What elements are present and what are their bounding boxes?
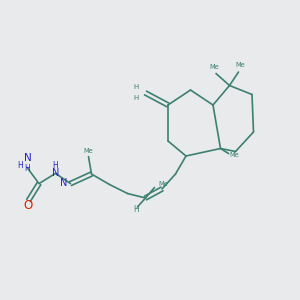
Text: N: N bbox=[24, 153, 32, 164]
Text: H: H bbox=[24, 164, 30, 173]
Text: Me: Me bbox=[235, 62, 245, 68]
Text: N: N bbox=[52, 168, 60, 178]
Text: Me: Me bbox=[210, 64, 219, 70]
Text: O: O bbox=[23, 199, 32, 212]
Text: Me: Me bbox=[84, 148, 93, 154]
Text: H: H bbox=[134, 94, 139, 100]
Text: H: H bbox=[17, 160, 23, 169]
Text: N: N bbox=[59, 178, 67, 188]
Text: H: H bbox=[134, 84, 139, 90]
Text: H: H bbox=[52, 161, 59, 170]
Text: H: H bbox=[134, 206, 140, 214]
Text: Me: Me bbox=[230, 152, 239, 158]
Text: Me: Me bbox=[158, 182, 168, 188]
